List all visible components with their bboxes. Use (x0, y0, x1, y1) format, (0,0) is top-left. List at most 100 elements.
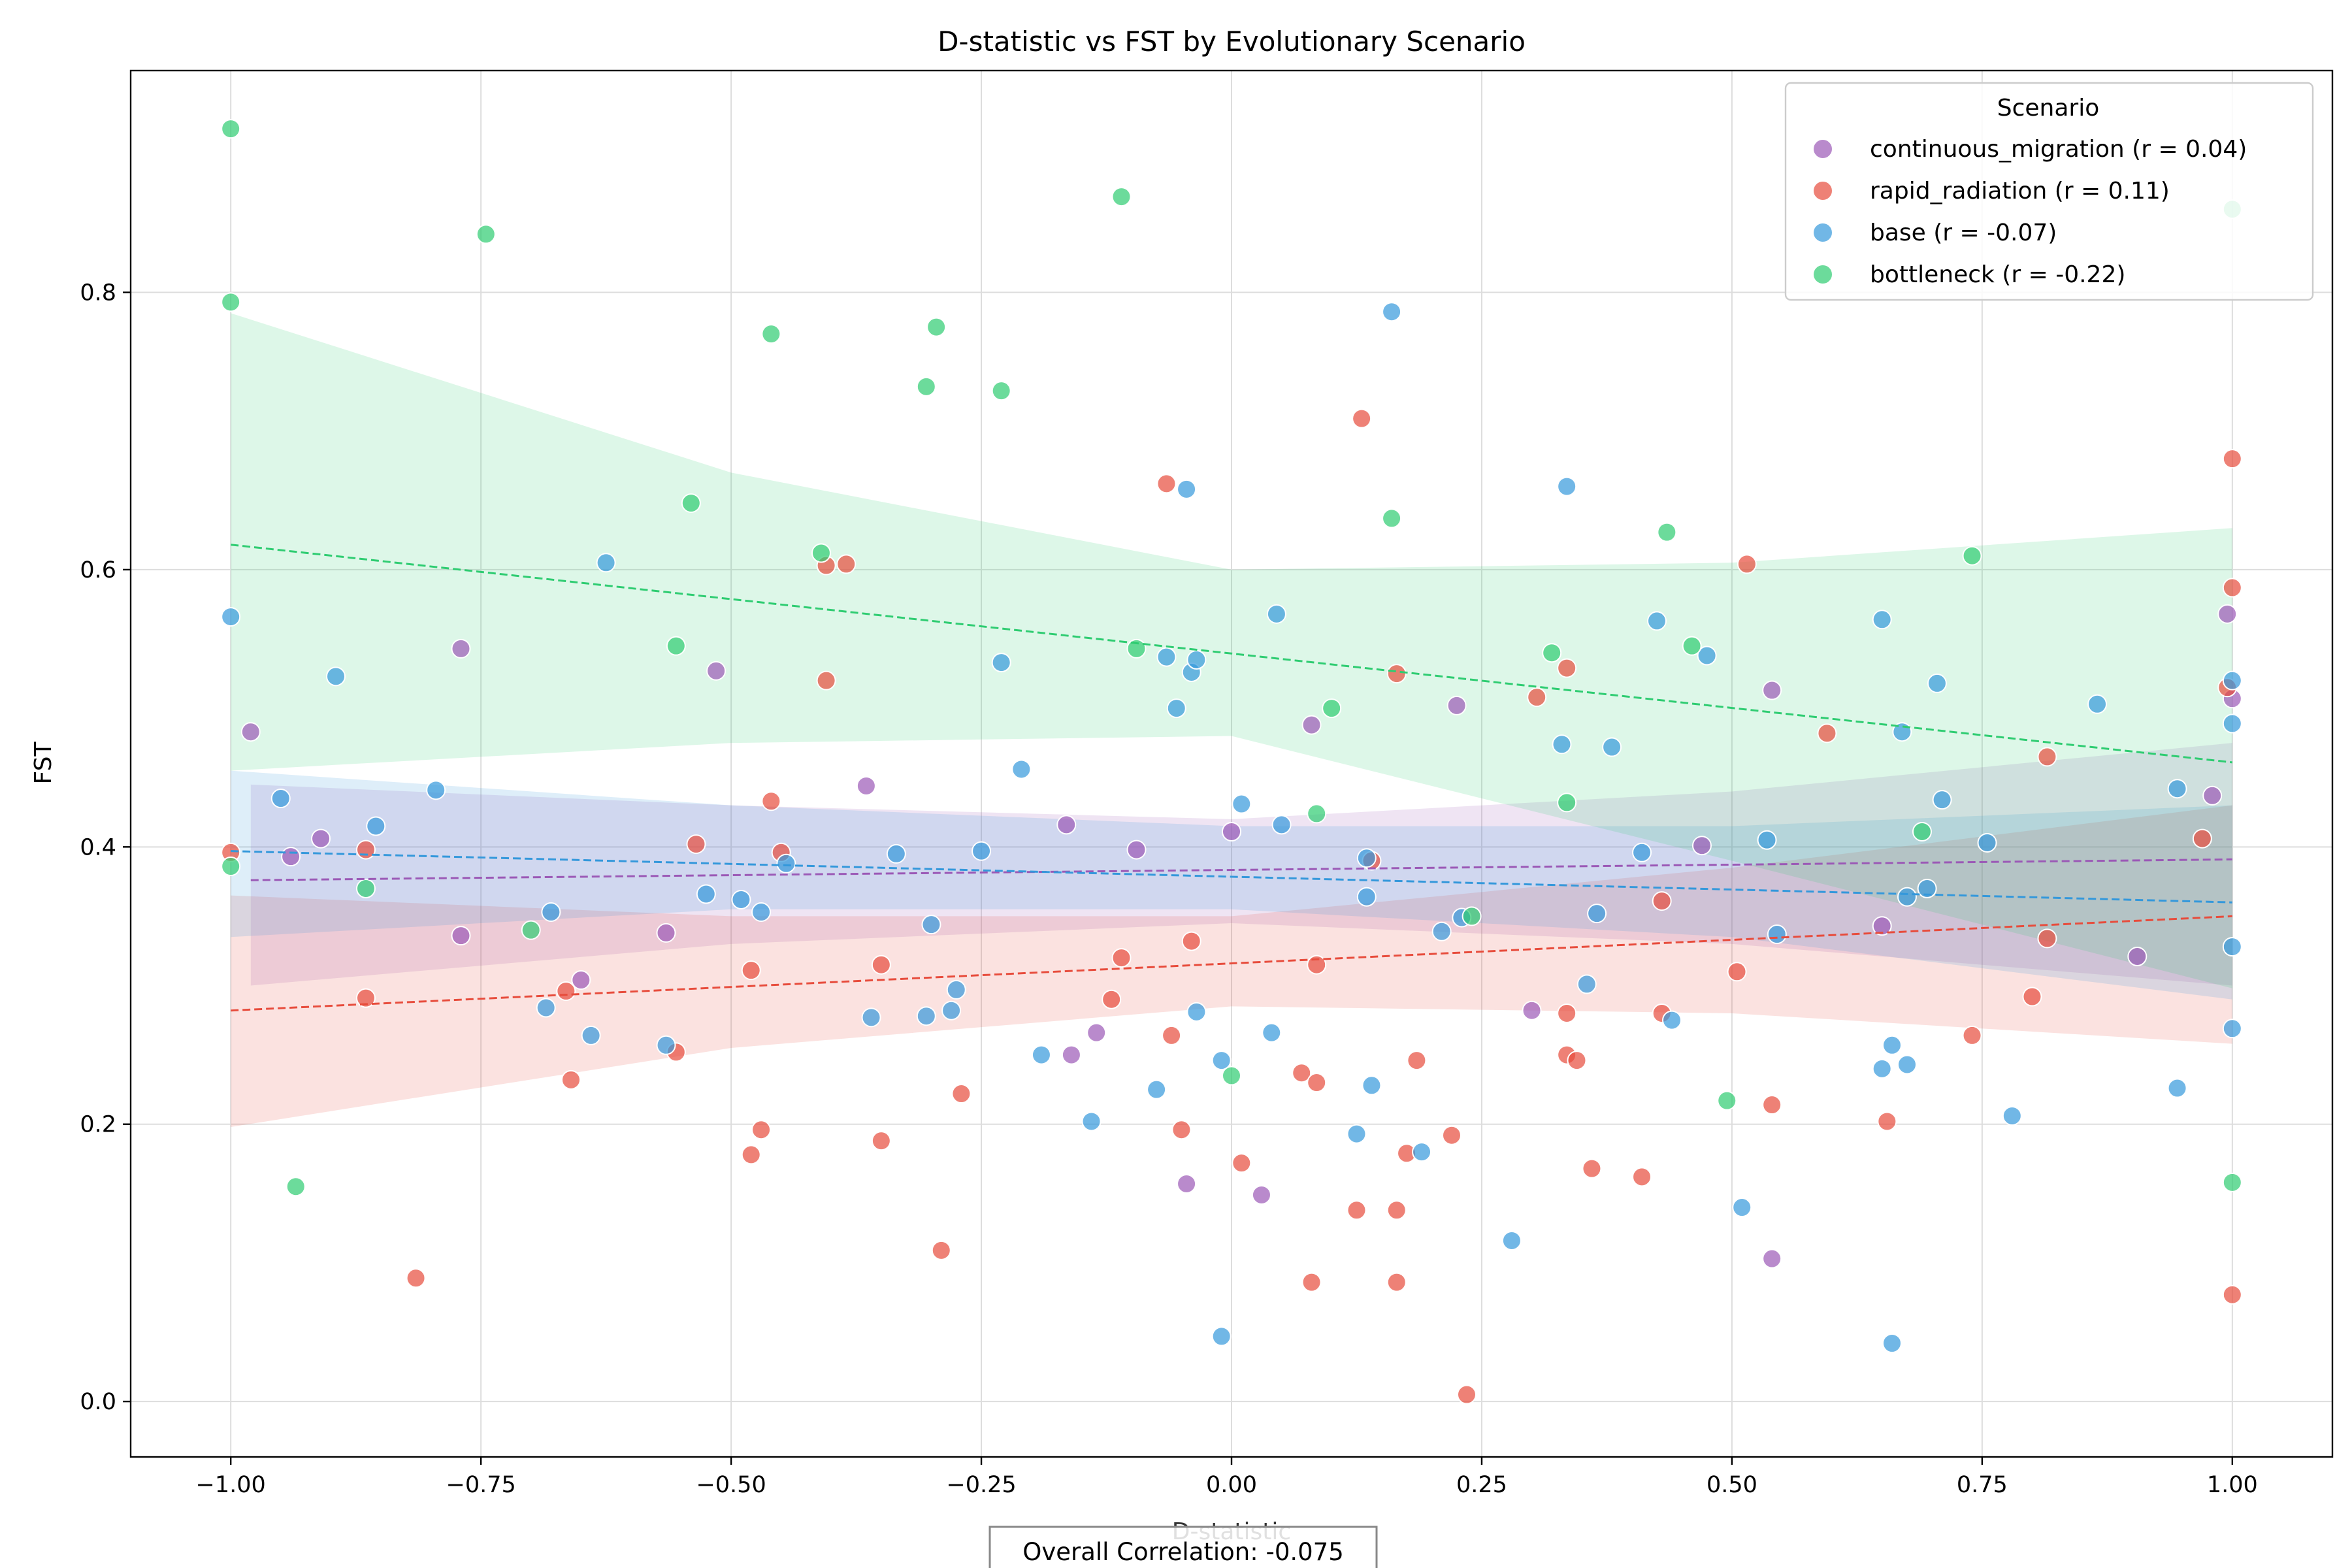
data-point-base (1211, 1051, 1232, 1071)
data-point-rapid-radiation (1527, 687, 1547, 708)
data-point-base (2222, 1019, 2242, 1039)
data-point-base (1872, 610, 1892, 630)
data-point-continuous-migration (1762, 680, 1782, 700)
legend-marker-continuous-migration (1812, 139, 1833, 159)
data-point-bottleneck (521, 920, 541, 940)
data-point-base (596, 553, 616, 573)
data-point-bottleneck (221, 119, 241, 139)
data-point-base (1011, 759, 1032, 779)
data-point-rapid-radiation (1232, 1153, 1252, 1173)
data-point-rapid-radiation (1386, 1200, 1407, 1220)
annotation-box (988, 1526, 1378, 1568)
data-point-bottleneck (286, 1177, 306, 1197)
data-point-rapid-radiation (1817, 723, 1837, 743)
data-point-rapid-radiation (836, 554, 857, 574)
data-point-continuous-migration (1522, 1000, 1542, 1021)
data-point-base (2167, 1078, 2187, 1098)
data-point-rapid-radiation (1727, 962, 1747, 982)
data-point-rapid-radiation (816, 670, 836, 691)
data-point-base (1356, 848, 1377, 868)
data-point-rapid-radiation (1407, 1051, 1427, 1071)
data-point-continuous-migration (1061, 1045, 1081, 1065)
data-point-base (1927, 673, 1947, 693)
x-tick-label: 0.75 (1957, 1472, 2008, 1498)
data-point-base (991, 653, 1011, 673)
legend-label-bottleneck: bottleneck (r = -0.22) (1870, 261, 2125, 288)
data-point-continuous-migration (451, 926, 471, 946)
data-point-rapid-radiation (1307, 1073, 1327, 1093)
legend-entries: continuous_migration (r = 0.04) rapid_rad… (1812, 136, 2247, 288)
data-point-bottleneck (1717, 1090, 1737, 1111)
data-point-base (696, 884, 716, 904)
data-point-rapid-radiation (1962, 1025, 1982, 1045)
data-point-continuous-migration (1126, 840, 1147, 860)
data-point-base (1186, 1002, 1207, 1022)
data-point-base (1576, 974, 1597, 994)
data-point-rapid-radiation (871, 1131, 891, 1151)
data-point-rapid-radiation (761, 791, 781, 811)
data-point-continuous-migration (1872, 916, 1892, 936)
data-point-base (1431, 921, 1452, 941)
data-point-continuous-migration (281, 847, 301, 867)
data-point-base (921, 915, 941, 935)
data-point-base (1757, 830, 1777, 850)
data-point-bottleneck (991, 381, 1011, 401)
annotation-text: Overall Correlation: -0.075 (1022, 1538, 1344, 1566)
y-tick-label: 0.2 (80, 1112, 116, 1138)
data-point-continuous-migration (2217, 604, 2238, 624)
data-point-bottleneck (1682, 636, 1702, 656)
data-point-rapid-radiation (2222, 578, 2242, 598)
data-point-bottleneck (1322, 698, 1342, 719)
data-point-base (941, 1000, 962, 1021)
data-point-base (2222, 937, 2242, 957)
data-point-bottleneck (1542, 643, 1562, 663)
correlation-annotation: Overall Correlation: -0.075 (988, 1526, 1378, 1568)
data-point-bottleneck (1111, 187, 1132, 207)
data-point-bottleneck (355, 878, 376, 898)
data-point-base (1262, 1022, 1282, 1043)
data-point-rapid-radiation (1352, 408, 1372, 429)
data-point-base (1347, 1124, 1367, 1144)
data-point-continuous-migration (1251, 1184, 1271, 1205)
data-point-base (1557, 476, 1577, 497)
data-point-rapid-radiation (1652, 891, 1672, 911)
legend-marker-base (1812, 222, 1833, 243)
data-point-base (1266, 604, 1286, 624)
trend-line-bottleneck (231, 544, 2232, 764)
data-point-rapid-radiation (931, 1240, 951, 1260)
data-point-bottleneck (1126, 638, 1147, 659)
data-point-base (1662, 1010, 1682, 1030)
data-point-base (1767, 924, 1787, 945)
x-tick-label: −0.50 (696, 1472, 766, 1498)
data-point-base (1897, 887, 1917, 907)
data-point-base (1872, 1058, 1892, 1079)
data-point-rapid-radiation (751, 1120, 772, 1140)
legend-box (1784, 82, 2314, 301)
data-point-rapid-radiation (1557, 658, 1577, 678)
data-point-rapid-radiation (1737, 554, 1757, 574)
axis-ticks: −1.00 −0.75 −0.50 −0.25 0.00 0.25 0.50 0.75 1.00… (80, 280, 2257, 1498)
data-point-base (972, 841, 992, 861)
data-point-rapid-radiation (1456, 1384, 1477, 1405)
data-point-rapid-radiation (561, 1070, 581, 1090)
data-point-base (1031, 1045, 1051, 1065)
data-point-bottleneck (221, 292, 241, 312)
data-point-continuous-migration (1691, 836, 1712, 856)
data-point-rapid-radiation (951, 1084, 972, 1104)
data-point-base (1232, 794, 1252, 814)
data-point-rapid-radiation (1171, 1120, 1192, 1140)
data-point-base (731, 889, 751, 909)
data-point-bottleneck (1462, 906, 1482, 926)
y-tick-label: 0.4 (80, 834, 116, 860)
data-point-base (1356, 887, 1377, 907)
data-point-rapid-radiation (1347, 1200, 1367, 1220)
data-point-bottleneck (1912, 821, 1932, 841)
confidence-band-base (231, 770, 2232, 1000)
data-point-base (426, 780, 446, 800)
grid-lines (131, 71, 2332, 1457)
data-point-base (1177, 479, 1197, 499)
data-point-base (1897, 1054, 1917, 1075)
data-point-rapid-radiation (1386, 1272, 1407, 1292)
data-point-base (1211, 1326, 1232, 1347)
